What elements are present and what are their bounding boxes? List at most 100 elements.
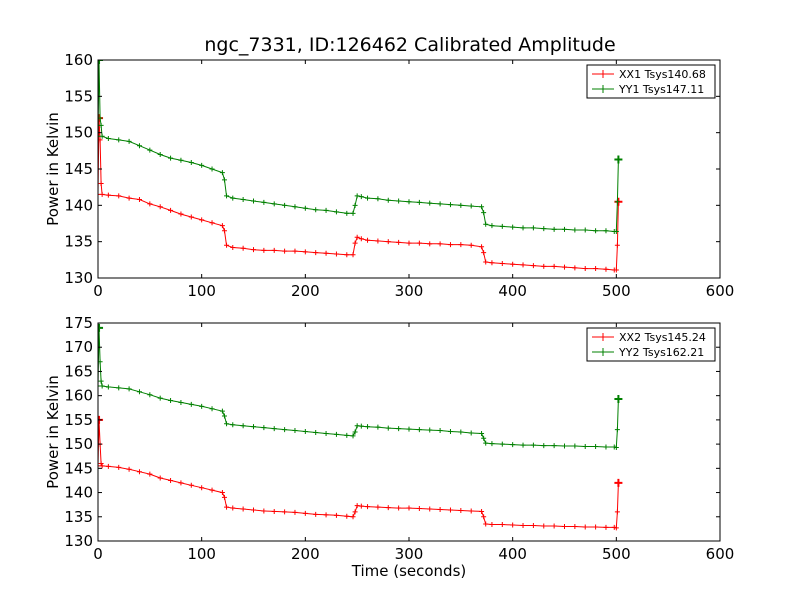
data-point [520, 442, 526, 448]
data-point [406, 199, 412, 205]
chart-title: ngc_7331, ID:126462 Calibrated Amplitude [204, 34, 616, 56]
data-point [221, 177, 227, 183]
data-point [416, 240, 422, 246]
data-point [240, 423, 246, 429]
data-point [126, 195, 132, 201]
series-line-1 [98, 60, 619, 232]
data-point [157, 475, 163, 481]
data-point [219, 490, 225, 496]
x-tick-label: 200 [291, 282, 320, 300]
data-point [147, 201, 153, 207]
data-point [282, 509, 288, 515]
y-tick-label: 135 [64, 508, 93, 526]
data-point [447, 202, 453, 208]
data-point [209, 487, 215, 493]
data-point [416, 199, 422, 205]
data-point [251, 507, 256, 513]
data-point [230, 244, 236, 250]
data-point [168, 477, 174, 483]
data-point [551, 523, 557, 529]
data-point [98, 60, 104, 64]
data-point [541, 226, 547, 232]
data-point [613, 228, 619, 234]
data-point [458, 507, 464, 513]
data-point [358, 236, 364, 242]
data-point [168, 155, 174, 161]
data-point [551, 443, 557, 449]
legend-label: XX1 Tsys140.68 [619, 68, 706, 81]
data-point [593, 266, 599, 272]
series-markers-0 [98, 114, 623, 273]
legend-label: YY1 Tsys147.11 [618, 83, 704, 96]
data-point [481, 210, 487, 216]
x-tick-label: 500 [602, 282, 631, 300]
data-point [157, 395, 163, 401]
y-tick-label: 160 [64, 387, 93, 405]
data-point [483, 440, 489, 446]
y-tick-label: 165 [64, 362, 93, 380]
data-point [157, 204, 163, 210]
data-point [562, 443, 567, 449]
data-point [271, 508, 277, 514]
data-point [178, 480, 184, 486]
data-point [271, 201, 277, 207]
data-point [375, 424, 381, 430]
data-point [352, 429, 358, 435]
data-point [261, 247, 267, 253]
data-point [406, 240, 412, 246]
data-point [365, 424, 371, 430]
data-point [510, 224, 516, 230]
data-point [168, 207, 174, 213]
y-tick-label: 145 [64, 459, 93, 477]
data-point [178, 399, 184, 405]
data-point [468, 203, 474, 209]
data-point [292, 428, 298, 434]
y-tick-label: 130 [64, 532, 93, 550]
data-point [510, 442, 516, 448]
data-point [582, 444, 588, 450]
data-point [344, 513, 350, 519]
data-point [323, 207, 329, 213]
data-point [352, 509, 358, 515]
data-point [499, 522, 505, 528]
data-point [282, 427, 288, 433]
data-point [483, 259, 489, 265]
data-point [199, 485, 205, 491]
series-line-0 [98, 419, 619, 529]
data-point [365, 237, 371, 243]
y-tick-label: 170 [64, 338, 93, 356]
data-point [219, 223, 225, 229]
x-tick-label: 400 [498, 282, 527, 300]
data-point [350, 252, 356, 258]
data-point [313, 429, 319, 435]
data-point [406, 505, 412, 511]
data-point [147, 392, 153, 398]
y-tick-label: 150 [64, 124, 93, 142]
data-point [614, 395, 623, 404]
data-point [396, 426, 402, 432]
data-point [98, 460, 104, 466]
data-point [302, 429, 308, 435]
data-point [562, 264, 567, 270]
data-point [593, 524, 599, 530]
data-point [358, 194, 364, 200]
data-point [221, 413, 227, 419]
data-point [541, 523, 547, 529]
data-point [427, 506, 433, 512]
data-point [416, 427, 422, 433]
data-point [572, 443, 578, 449]
data-point [458, 202, 464, 208]
x-tick-label: 300 [395, 282, 424, 300]
data-point [188, 214, 194, 220]
data-point [221, 228, 227, 234]
data-point [224, 421, 230, 427]
data-point [530, 522, 536, 528]
data-point [344, 252, 350, 258]
series-markers-0 [98, 415, 623, 531]
data-point [333, 209, 339, 215]
data-point [483, 521, 489, 527]
data-point [251, 247, 256, 253]
data-point [406, 426, 412, 432]
data-point [344, 210, 350, 216]
